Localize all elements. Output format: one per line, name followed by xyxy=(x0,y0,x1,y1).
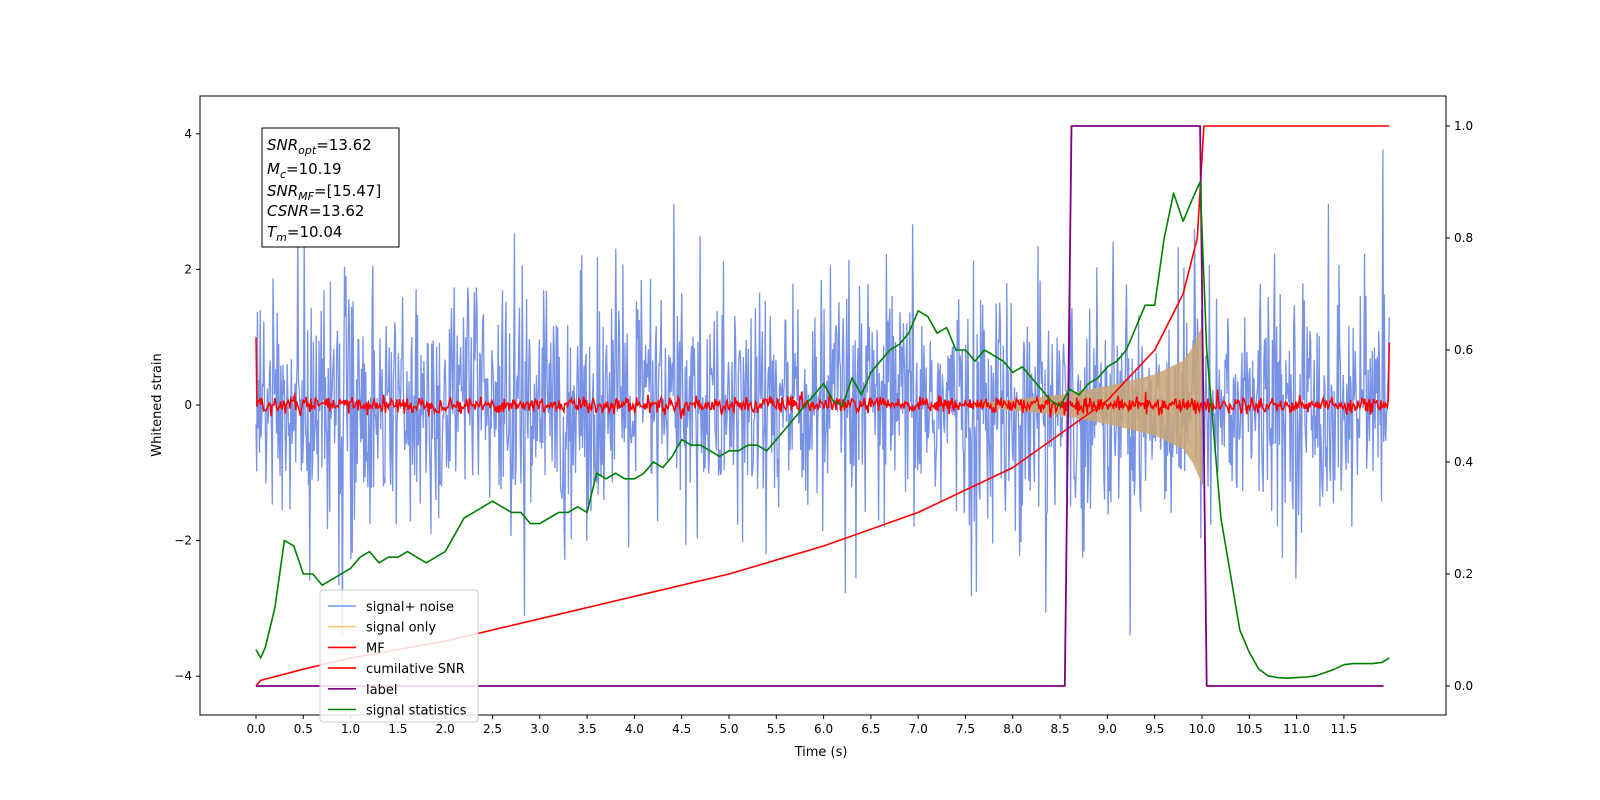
y2-tick-label: 0.2 xyxy=(1454,567,1473,581)
label-series xyxy=(256,125,1384,687)
legend-label: MF xyxy=(366,641,385,656)
annotation-csnr: CSNR=13.62 xyxy=(267,202,364,220)
signal-statistics-line xyxy=(255,181,1390,679)
x-tick-label: 6.5 xyxy=(861,722,880,736)
x-tick-label: 9.0 xyxy=(1098,722,1117,736)
y2-axis: 1.0 0.8 0.6 0.4 0.2 0.0 xyxy=(1446,119,1473,693)
mf-series xyxy=(255,337,1391,419)
x-axis-label: Time (s) xyxy=(794,745,848,760)
label-line xyxy=(256,125,1384,687)
legend-label: label xyxy=(366,683,397,698)
signal-statistics-series xyxy=(255,181,1390,679)
y2-tick-label: 0.4 xyxy=(1454,455,1473,469)
y-tick-label: −4 xyxy=(174,669,192,683)
y-axis: 4 2 0 −2 −4 xyxy=(174,127,200,683)
x-tick-label: 5.0 xyxy=(719,722,738,736)
legend: signal+ noise signal only MF cumilative SNR… xyxy=(319,589,479,723)
legend-label: signal+ noise xyxy=(366,600,454,615)
legend-label: cumilative SNR xyxy=(366,662,465,677)
y-tick-label: 0 xyxy=(184,398,192,412)
x-tick-label: 11.0 xyxy=(1283,722,1310,736)
legend-frame xyxy=(319,589,479,723)
annotation-box: SNRopt=13.62 Mc=10.19 SNRMF=[15.47] CSNR… xyxy=(261,127,400,248)
legend-label: signal statistics xyxy=(366,704,467,719)
x-tick-label: 4.5 xyxy=(672,722,691,736)
x-tick-label: 0.5 xyxy=(294,722,313,736)
x-tick-label: 8.5 xyxy=(1051,722,1070,736)
x-tick-label: 8.0 xyxy=(1003,722,1022,736)
x-tick-label: 2.5 xyxy=(483,722,502,736)
y-axis-label: Whitened strain xyxy=(150,353,165,456)
y2-tick-label: 0.8 xyxy=(1454,231,1473,245)
mf-line xyxy=(255,337,1391,419)
y-tick-label: −2 xyxy=(174,534,192,548)
x-tick-label: 0.0 xyxy=(246,722,265,736)
annotation-tm: Tm=10.04 xyxy=(267,223,342,244)
x-tick-label: 10.5 xyxy=(1236,722,1263,736)
x-tick-label: 2.0 xyxy=(436,722,455,736)
annotation-snr-opt: SNRopt=13.62 xyxy=(267,136,372,157)
x-tick-label: 5.5 xyxy=(767,722,786,736)
x-tick-label: 10.0 xyxy=(1189,722,1216,736)
y-tick-label: 4 xyxy=(184,127,192,141)
x-axis: 0.0 0.5 1.0 1.5 2.0 2.5 3.0 3.5 4.0 4.5 5.0 5.5 6.0 6… xyxy=(246,715,1357,736)
y-tick-label: 2 xyxy=(184,262,192,276)
x-tick-label: 6.0 xyxy=(814,722,833,736)
legend-label: signal only xyxy=(366,621,436,636)
x-tick-label: 11.5 xyxy=(1331,722,1358,736)
x-tick-label: 3.0 xyxy=(530,722,549,736)
y2-tick-label: 1.0 xyxy=(1454,119,1473,133)
y2-tick-label: 0.6 xyxy=(1454,343,1473,357)
x-tick-label: 7.0 xyxy=(909,722,928,736)
x-tick-label: 3.5 xyxy=(578,722,597,736)
annotation-mc: Mc=10.19 xyxy=(267,160,342,181)
y2-tick-label: 0.0 xyxy=(1454,679,1473,693)
x-tick-label: 7.5 xyxy=(956,722,975,736)
x-tick-label: 9.5 xyxy=(1145,722,1164,736)
x-tick-label: 1.5 xyxy=(388,722,407,736)
x-tick-label: 4.0 xyxy=(625,722,644,736)
x-tick-label: 1.0 xyxy=(341,722,360,736)
annotation-snr-mf: SNRMF=[15.47] xyxy=(267,182,381,203)
